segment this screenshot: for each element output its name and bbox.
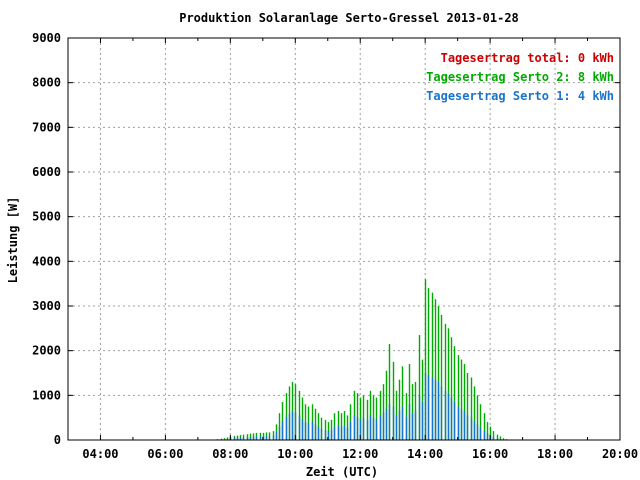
y-tick-label: 2000 <box>32 344 61 358</box>
y-tick-label: 8000 <box>32 76 61 90</box>
legend-entry: Tagesertrag Serto 1: 4 kWh <box>426 89 614 103</box>
y-tick-label: 1000 <box>32 388 61 402</box>
x-tick-label: 12:00 <box>342 447 378 461</box>
x-tick-label: 14:00 <box>407 447 443 461</box>
x-tick-label: 18:00 <box>537 447 573 461</box>
axis-ticks: 04:00 06:00 08:00 10:00 12:00 14:00 16:00 18:00… <box>32 31 638 461</box>
plot-frame <box>67 37 621 441</box>
grid <box>68 38 621 440</box>
chart-title: Produktion Solaranlage Serto-Gressel 201… <box>179 11 519 25</box>
legend: Tagesertrag total: 0 kWh Tagesertrag Sert… <box>426 51 614 103</box>
x-tick-label: 08:00 <box>212 447 248 461</box>
x-tick-label: 04:00 <box>82 447 118 461</box>
y-tick-label: 6000 <box>32 165 61 179</box>
y-tick-label: 7000 <box>32 120 61 134</box>
y-axis-label: Leistung [W] <box>6 197 20 284</box>
x-tick-label: 16:00 <box>472 447 508 461</box>
x-tick-label: 06:00 <box>147 447 183 461</box>
x-axis-label: Zeit (UTC) <box>306 465 378 479</box>
legend-entry: Tagesertrag total: 0 kWh <box>441 51 614 65</box>
bars <box>216 279 508 440</box>
y-tick-label: 3000 <box>32 299 61 313</box>
y-tick-label: 9000 <box>32 31 61 45</box>
x-tick-label: 10:00 <box>277 447 313 461</box>
legend-entry: Tagesertrag Serto 2: 8 kWh <box>426 70 614 84</box>
y-tick-label: 5000 <box>32 210 61 224</box>
x-tick-label: 20:00 <box>602 447 638 461</box>
y-tick-label: 4000 <box>32 254 61 268</box>
y-tick-label: 0 <box>54 433 61 447</box>
